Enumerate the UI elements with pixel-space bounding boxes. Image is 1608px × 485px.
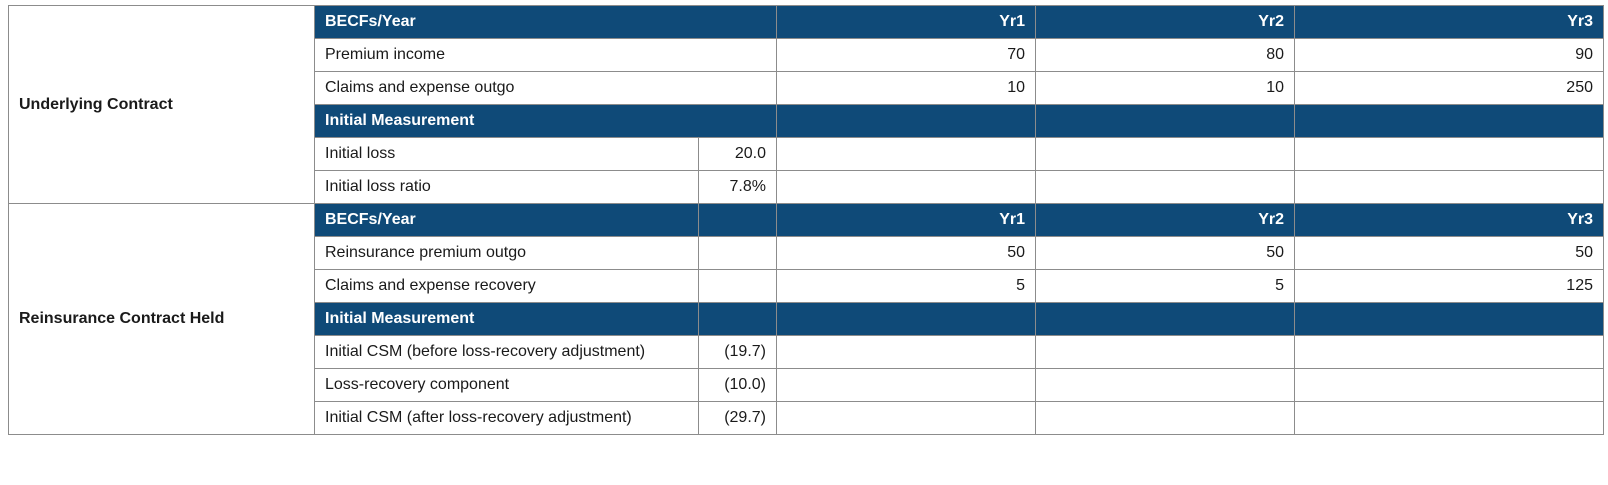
empty-cell [1035,335,1295,369]
header-empty-cell [776,104,1036,138]
cell-value: 50 [1294,236,1604,270]
empty-cell [776,368,1036,402]
cell-value: 50 [776,236,1036,270]
column-header-yr2: Yr2 [1035,203,1295,237]
header-empty-cell [698,302,777,336]
table-row: Initial loss 20.0 [9,137,1604,171]
empty-cell [1294,170,1604,204]
row-label: Initial loss ratio [314,170,699,204]
row-label: Claims and expense outgo [314,71,777,105]
measurement-value: (19.7) [698,335,777,369]
table-row: Underlying Contract BECFs/Year Yr1 Yr2 Y… [8,5,1604,204]
table-row: Claims and expense outgo 10 10 250 [9,71,1604,105]
header-empty-cell [776,302,1036,336]
empty-cell [776,335,1036,369]
cell-value: 10 [1035,71,1295,105]
table-row: Initial loss ratio 7.8% [9,170,1604,204]
cell-value: 125 [1294,269,1604,303]
table-row: Initial Measurement [9,104,1604,138]
column-header-yr3: Yr3 [1294,203,1604,237]
cell-value: 90 [1294,38,1604,72]
empty-cell [1294,335,1604,369]
table-row: Reinsurance premium outgo 50 50 50 [9,236,1604,270]
empty-cell [776,170,1036,204]
empty-cell [698,236,777,270]
measurement-header: Initial Measurement [314,104,777,138]
cell-value: 70 [776,38,1036,72]
row-label: Initial CSM (before loss-recovery adjust… [314,335,699,369]
column-header-yr3: Yr3 [1294,5,1604,39]
row-label: Initial loss [314,137,699,171]
table-row: Initial Measurement [9,302,1604,336]
cell-value: 250 [1294,71,1604,105]
empty-cell [698,269,777,303]
row-label: Initial CSM (after loss-recovery adjustm… [314,401,699,435]
cell-value: 50 [1035,236,1295,270]
row-label: Loss-recovery component [314,368,699,402]
empty-cell [776,137,1036,171]
measurement-value: 20.0 [698,137,777,171]
table-row: Initial CSM (before loss-recovery adjust… [9,335,1604,369]
empty-cell [1035,170,1295,204]
column-header-label: BECFs/Year [314,5,777,39]
cell-value: 80 [1035,38,1295,72]
measurement-value: (29.7) [698,401,777,435]
header-empty-cell [1294,302,1604,336]
section-label-reinsurance: Reinsurance Contract Held [8,203,315,435]
row-label: Claims and expense recovery [314,269,699,303]
cell-value: 10 [776,71,1036,105]
becf-table: Underlying Contract BECFs/Year Yr1 Yr2 Y… [8,5,1604,435]
table-row: Reinsurance Contract Held BECFs/Year Yr1… [8,203,1604,435]
measurement-value: (10.0) [698,368,777,402]
table-row: Initial CSM (after loss-recovery adjustm… [9,401,1604,435]
empty-cell [1294,137,1604,171]
empty-cell [1035,137,1295,171]
header-empty-cell [1294,104,1604,138]
measurement-value: 7.8% [698,170,777,204]
cell-value: 5 [1035,269,1295,303]
empty-cell [1035,401,1295,435]
column-header-yr2: Yr2 [1035,5,1295,39]
row-label: Reinsurance premium outgo [314,236,699,270]
cell-value: 5 [776,269,1036,303]
table-row: Premium income 70 80 90 [9,38,1604,72]
header-empty-cell [1035,302,1295,336]
empty-cell [1294,368,1604,402]
empty-cell [1294,401,1604,435]
empty-cell [776,401,1036,435]
row-label: Premium income [314,38,777,72]
column-header-yr1: Yr1 [776,5,1036,39]
header-empty-cell [698,203,777,237]
header-empty-cell [1035,104,1295,138]
column-header-yr1: Yr1 [776,203,1036,237]
section-label-underlying: Underlying Contract [8,5,315,204]
empty-cell [1035,368,1295,402]
measurement-header: Initial Measurement [314,302,699,336]
column-header-label: BECFs/Year [314,203,699,237]
